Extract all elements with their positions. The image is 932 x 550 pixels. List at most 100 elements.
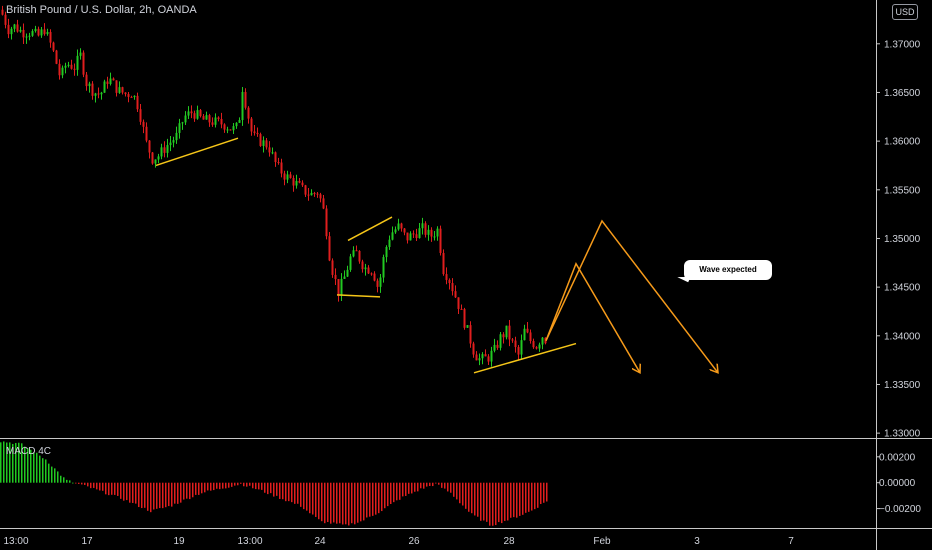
macd-bar [90,482,92,489]
candle-down [319,194,322,199]
macd-bar [129,482,131,503]
candle-down [208,115,211,123]
candle-down [247,107,250,119]
candle-down [406,232,409,241]
projection-path [545,262,640,373]
macd-bar [489,482,491,526]
macd-bar [333,482,335,523]
candle-down [439,228,442,253]
time-tick-label: 7 [788,536,794,547]
candle-down [370,273,373,275]
time-tick-label: Feb [593,536,611,547]
candle-down [229,129,232,131]
candle-down [313,192,316,194]
candle-up [28,35,31,37]
macd-bar [225,482,227,489]
macd-bar [117,482,119,496]
candle-up [196,110,199,119]
candle-down [265,140,268,148]
time-tick-label: 19 [173,536,185,547]
macd-bar [456,482,458,500]
symbol-title[interactable]: British Pound / U.S. Dollar, 2h, OANDA [6,4,197,16]
macd-pane[interactable] [0,441,548,526]
macd-bar [132,482,134,503]
macd-bar [9,442,11,483]
candle-up [541,337,544,345]
macd-bar [147,482,149,511]
macd-bar [315,482,317,517]
macd-bar [222,482,224,489]
candle-down [454,291,457,298]
candle-up [61,67,64,76]
candle-up [88,83,91,87]
candle-down [1,9,4,15]
candle-up [520,340,523,355]
candle-down [457,297,460,309]
projection-path [545,219,718,373]
candle-down [16,24,19,32]
candle-up [481,354,484,359]
macd-bar [390,482,392,505]
macd-bar [174,482,176,504]
candle-down [532,341,535,348]
macd-bar [3,441,5,483]
macd-bar [363,482,365,521]
macd-bar [108,482,110,496]
macd-bar [42,458,44,483]
macd-bar [216,482,218,489]
macd-bar [327,482,329,523]
candle-down [376,280,379,287]
price-tick-label: 1.35500 [884,185,921,196]
macd-bar [435,482,437,484]
candle-up [172,140,175,143]
macd-bar [291,482,293,503]
candle-down [190,111,193,114]
macd-bar [312,482,314,515]
macd-bar [96,482,98,490]
macd-bar [483,482,485,521]
candle-down [508,325,511,340]
candle-down [253,131,256,133]
macd-bar [372,482,374,516]
macd-bar [192,482,194,498]
macd-bar [165,482,167,508]
macd-bar [276,482,278,496]
time-tick-label: 3 [694,536,700,547]
price-pane[interactable] [1,5,719,373]
candle-up [79,52,82,56]
candle-down [535,347,538,349]
candle-up [340,278,343,296]
macd-bar [93,482,95,488]
wave-expected-callout[interactable]: Wave expected [684,260,772,280]
candle-down [424,223,427,235]
macd-bar [519,482,521,516]
macd-bar [285,482,287,502]
candle-up [418,228,421,239]
macd-bar [381,482,383,512]
macd-bar [24,446,26,483]
currency-badge[interactable]: USD [892,4,918,20]
macd-bar [495,482,497,526]
price-tick-label: 1.34500 [884,283,921,294]
macd-bar [171,482,173,507]
macd-bar [186,482,188,499]
candle-up [466,325,469,328]
macd-bar [507,482,509,521]
macd-bar [234,482,236,486]
macd-bar [459,482,461,504]
macd-bar [162,482,164,509]
candle-down [472,343,475,355]
macd-bar [417,482,419,492]
macd-bar [300,482,302,507]
time-tick-label: 26 [408,536,420,547]
candle-up [118,87,121,93]
time-tick-label: 28 [503,536,515,547]
macd-bar [546,482,548,502]
candle-down [496,344,499,348]
candle-up [346,269,349,277]
macd-bar [33,452,35,483]
macd-indicator-label[interactable]: MACD 4C [6,446,52,457]
macd-bar [267,482,269,495]
candle-up [214,117,217,125]
